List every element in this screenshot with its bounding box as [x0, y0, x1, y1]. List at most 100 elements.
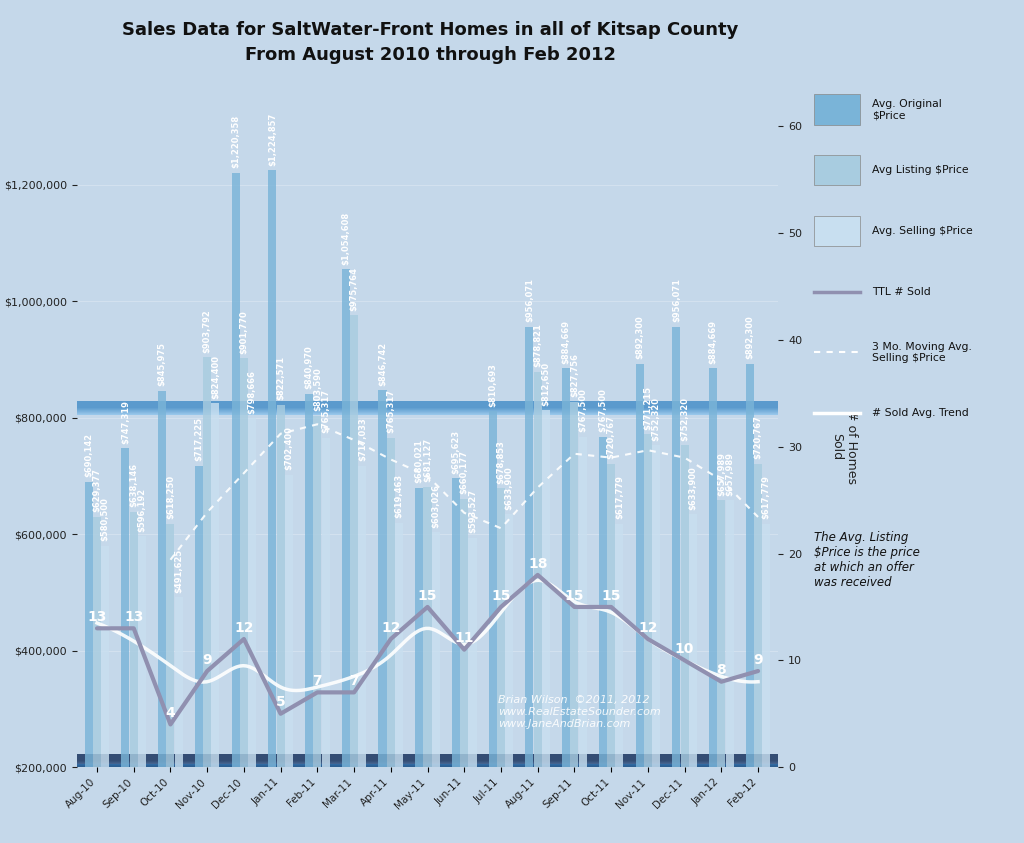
Bar [77, 405, 778, 413]
Text: $840,970: $840,970 [304, 346, 313, 389]
Bar [77, 405, 778, 412]
Bar [203, 357, 211, 767]
Text: 12: 12 [381, 620, 400, 635]
Text: Brian Wilson  ©2011, 2012
www.RealEstateSounder.com
www.JaneAndBrian.com: Brian Wilson ©2011, 2012 www.RealEstateS… [498, 695, 660, 728]
Bar [387, 438, 395, 767]
Text: $765,317: $765,317 [386, 389, 395, 433]
Text: $580,500: $580,500 [100, 497, 110, 541]
Text: $892,300: $892,300 [745, 315, 755, 359]
Bar [77, 758, 778, 765]
Bar [77, 757, 778, 764]
Text: 13: 13 [124, 610, 143, 624]
Bar [77, 402, 778, 409]
Text: $798,666: $798,666 [248, 370, 257, 414]
Text: $1,054,608: $1,054,608 [341, 212, 350, 265]
Bar [77, 760, 778, 766]
Bar [562, 368, 570, 767]
Text: 18: 18 [528, 556, 548, 571]
Bar [542, 411, 550, 767]
Bar [77, 756, 778, 762]
Text: $803,590: $803,590 [313, 368, 322, 411]
Text: $771,215: $771,215 [643, 385, 652, 430]
Bar [77, 407, 778, 415]
Bar [497, 488, 505, 767]
Text: $878,821: $878,821 [534, 323, 542, 367]
Text: $690,142: $690,142 [84, 432, 93, 477]
Text: The Avg. Listing
$Price is the price
at which an offer
was received: The Avg. Listing $Price is the price at … [814, 531, 920, 589]
Bar [77, 405, 778, 412]
Bar [432, 533, 440, 767]
Text: 7: 7 [349, 674, 358, 688]
Text: $720,767: $720,767 [754, 416, 763, 459]
Bar [77, 760, 778, 766]
Text: Avg. Selling $Price: Avg. Selling $Price [872, 226, 973, 236]
Text: 5: 5 [275, 695, 286, 710]
Bar [77, 402, 778, 409]
Bar [77, 755, 778, 761]
Bar [130, 512, 138, 767]
Text: Avg Listing $Price: Avg Listing $Price [872, 165, 969, 175]
Bar [77, 759, 778, 765]
Bar [240, 358, 248, 767]
Bar [231, 173, 240, 767]
Bar [276, 405, 285, 767]
Bar [395, 523, 403, 767]
Bar [77, 757, 778, 763]
Bar [379, 390, 387, 767]
Text: 4: 4 [166, 706, 175, 720]
Text: $827,756: $827,756 [570, 353, 579, 397]
Text: $846,742: $846,742 [378, 341, 387, 386]
Text: $752,320: $752,320 [680, 397, 689, 441]
Text: 13: 13 [87, 610, 106, 624]
Bar [248, 418, 256, 767]
Bar [77, 756, 778, 762]
Bar [534, 372, 542, 767]
Bar [77, 406, 778, 414]
Text: $884,669: $884,669 [709, 319, 718, 363]
Text: $956,071: $956,071 [525, 278, 534, 322]
Text: $884,669: $884,669 [561, 319, 570, 363]
Bar [77, 405, 778, 412]
Bar [77, 403, 778, 411]
Bar [77, 405, 778, 411]
Text: TTL # Sold: TTL # Sold [872, 287, 931, 297]
Bar [77, 754, 778, 761]
Bar [77, 401, 778, 409]
Text: 15: 15 [601, 588, 621, 603]
Bar [681, 445, 688, 767]
Text: 9: 9 [754, 652, 763, 667]
Bar [77, 407, 778, 415]
Text: $657,989: $657,989 [725, 452, 734, 496]
Bar [599, 437, 607, 767]
Bar [709, 368, 717, 767]
Bar [77, 758, 778, 764]
Bar [424, 487, 431, 767]
Bar [689, 514, 697, 767]
Text: $629,377: $629,377 [92, 469, 101, 513]
Bar [77, 756, 778, 763]
Text: $892,300: $892,300 [635, 315, 644, 359]
Bar [644, 434, 652, 767]
Text: 7: 7 [312, 674, 323, 688]
Bar [579, 437, 587, 767]
Text: $678,853: $678,853 [497, 440, 506, 484]
Bar [77, 405, 778, 412]
Bar [77, 757, 778, 764]
Bar [717, 501, 725, 767]
Bar [77, 401, 778, 408]
Bar [77, 405, 778, 412]
Bar [77, 759, 778, 765]
Bar [762, 524, 770, 767]
Bar [77, 757, 778, 763]
Text: $638,146: $638,146 [129, 463, 138, 507]
Text: $812,650: $812,650 [542, 362, 551, 405]
Text: $767,500: $767,500 [579, 388, 587, 432]
Bar [77, 760, 778, 765]
Bar [525, 327, 534, 767]
Text: $593,527: $593,527 [468, 489, 477, 534]
Bar [77, 754, 778, 761]
Bar [77, 756, 778, 762]
Bar [93, 517, 101, 767]
Text: $717,225: $717,225 [195, 417, 204, 461]
Text: $1,224,857: $1,224,857 [268, 112, 276, 165]
